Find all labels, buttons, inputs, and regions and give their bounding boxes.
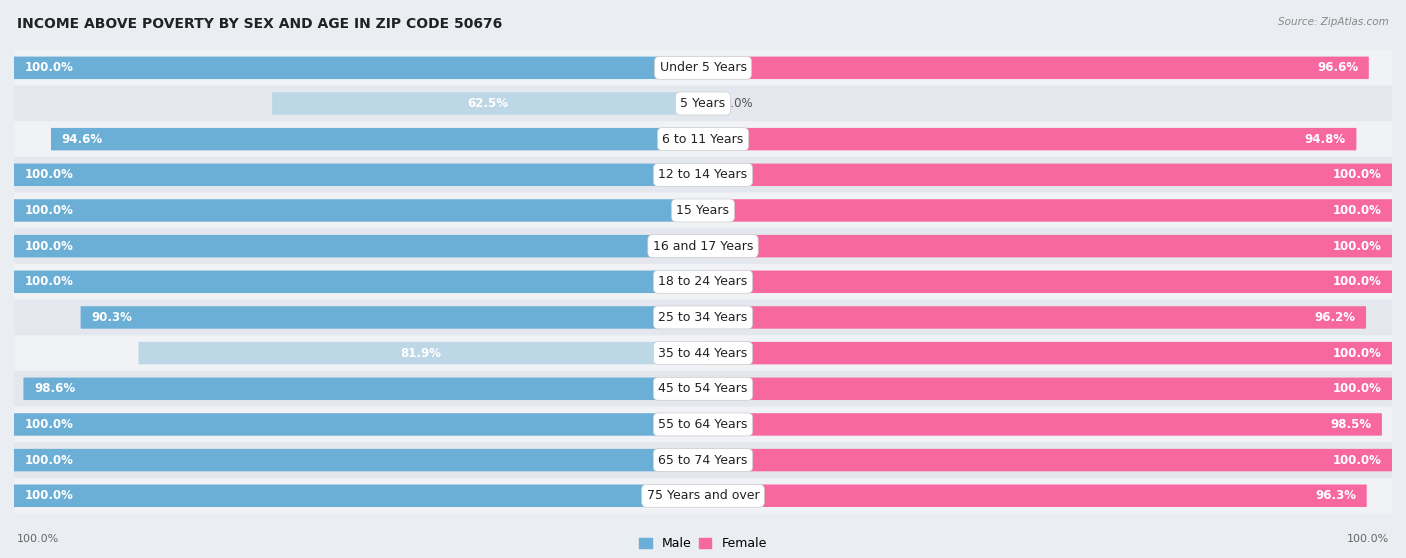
FancyBboxPatch shape: [14, 407, 1392, 442]
Text: 100.0%: 100.0%: [24, 204, 73, 217]
FancyBboxPatch shape: [14, 157, 1392, 193]
Text: 45 to 54 Years: 45 to 54 Years: [658, 382, 748, 395]
FancyBboxPatch shape: [703, 342, 1392, 364]
Text: 100.0%: 100.0%: [1333, 382, 1382, 395]
FancyBboxPatch shape: [703, 163, 1392, 186]
FancyBboxPatch shape: [138, 342, 703, 364]
Text: 62.5%: 62.5%: [467, 97, 508, 110]
Text: 100.0%: 100.0%: [24, 418, 73, 431]
FancyBboxPatch shape: [14, 163, 703, 186]
FancyBboxPatch shape: [14, 264, 1392, 300]
FancyBboxPatch shape: [703, 484, 1367, 507]
Text: 100.0%: 100.0%: [1333, 169, 1382, 181]
FancyBboxPatch shape: [703, 413, 1382, 436]
Text: 15 Years: 15 Years: [676, 204, 730, 217]
FancyBboxPatch shape: [14, 478, 1392, 513]
FancyBboxPatch shape: [703, 449, 1392, 472]
Text: 100.0%: 100.0%: [24, 61, 73, 74]
FancyBboxPatch shape: [703, 56, 1369, 79]
Text: 65 to 74 Years: 65 to 74 Years: [658, 454, 748, 466]
FancyBboxPatch shape: [14, 442, 1392, 478]
Text: 100.0%: 100.0%: [1333, 275, 1382, 288]
Text: 25 to 34 Years: 25 to 34 Years: [658, 311, 748, 324]
FancyBboxPatch shape: [14, 484, 703, 507]
Text: 96.6%: 96.6%: [1317, 61, 1358, 74]
Text: 100.0%: 100.0%: [24, 454, 73, 466]
Text: 55 to 64 Years: 55 to 64 Years: [658, 418, 748, 431]
FancyBboxPatch shape: [14, 56, 703, 79]
Text: 0.0%: 0.0%: [724, 97, 754, 110]
FancyBboxPatch shape: [14, 228, 1392, 264]
Text: 75 Years and over: 75 Years and over: [647, 489, 759, 502]
Text: 100.0%: 100.0%: [1333, 204, 1382, 217]
Text: 100.0%: 100.0%: [1347, 534, 1389, 544]
Text: 6 to 11 Years: 6 to 11 Years: [662, 133, 744, 146]
FancyBboxPatch shape: [51, 128, 703, 150]
FancyBboxPatch shape: [14, 371, 1392, 407]
Text: 100.0%: 100.0%: [24, 169, 73, 181]
Text: 100.0%: 100.0%: [1333, 347, 1382, 359]
Text: 5 Years: 5 Years: [681, 97, 725, 110]
FancyBboxPatch shape: [14, 335, 1392, 371]
Text: 18 to 24 Years: 18 to 24 Years: [658, 275, 748, 288]
FancyBboxPatch shape: [80, 306, 703, 329]
Text: 98.6%: 98.6%: [34, 382, 75, 395]
FancyBboxPatch shape: [14, 50, 1392, 85]
FancyBboxPatch shape: [14, 300, 1392, 335]
Text: 81.9%: 81.9%: [401, 347, 441, 359]
Text: Source: ZipAtlas.com: Source: ZipAtlas.com: [1278, 17, 1389, 27]
FancyBboxPatch shape: [14, 271, 703, 293]
Text: 100.0%: 100.0%: [24, 275, 73, 288]
Text: INCOME ABOVE POVERTY BY SEX AND AGE IN ZIP CODE 50676: INCOME ABOVE POVERTY BY SEX AND AGE IN Z…: [17, 17, 502, 31]
FancyBboxPatch shape: [14, 449, 703, 472]
Text: 35 to 44 Years: 35 to 44 Years: [658, 347, 748, 359]
Text: 100.0%: 100.0%: [1333, 239, 1382, 253]
Text: 94.8%: 94.8%: [1305, 133, 1346, 146]
Text: 96.3%: 96.3%: [1315, 489, 1357, 502]
Text: 90.3%: 90.3%: [91, 311, 132, 324]
FancyBboxPatch shape: [14, 193, 1392, 228]
Text: 96.2%: 96.2%: [1315, 311, 1355, 324]
FancyBboxPatch shape: [14, 235, 703, 257]
FancyBboxPatch shape: [703, 128, 1357, 150]
Text: 100.0%: 100.0%: [1333, 454, 1382, 466]
FancyBboxPatch shape: [703, 306, 1367, 329]
FancyBboxPatch shape: [703, 235, 1392, 257]
FancyBboxPatch shape: [14, 199, 703, 222]
Legend: Male, Female: Male, Female: [634, 532, 772, 555]
Text: 98.5%: 98.5%: [1330, 418, 1371, 431]
FancyBboxPatch shape: [273, 92, 703, 115]
FancyBboxPatch shape: [14, 121, 1392, 157]
Text: Under 5 Years: Under 5 Years: [659, 61, 747, 74]
Text: 12 to 14 Years: 12 to 14 Years: [658, 169, 748, 181]
Text: 100.0%: 100.0%: [24, 489, 73, 502]
Text: 100.0%: 100.0%: [17, 534, 59, 544]
FancyBboxPatch shape: [14, 413, 703, 436]
FancyBboxPatch shape: [703, 378, 1392, 400]
FancyBboxPatch shape: [703, 271, 1392, 293]
FancyBboxPatch shape: [703, 199, 1392, 222]
Text: 100.0%: 100.0%: [24, 239, 73, 253]
Text: 94.6%: 94.6%: [62, 133, 103, 146]
Text: 16 and 17 Years: 16 and 17 Years: [652, 239, 754, 253]
FancyBboxPatch shape: [14, 85, 1392, 121]
FancyBboxPatch shape: [24, 378, 703, 400]
